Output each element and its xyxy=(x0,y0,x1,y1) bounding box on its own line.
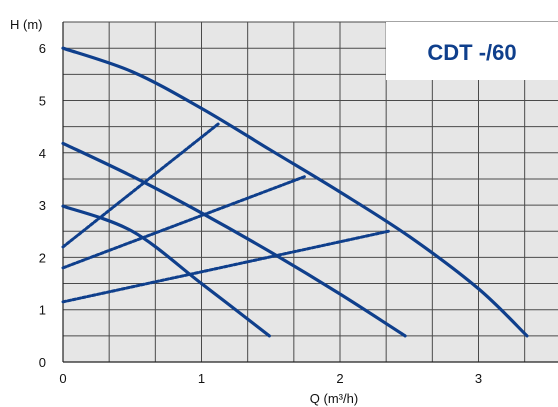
pump-curve-1 xyxy=(61,46,529,338)
title-box: CDT -/60 xyxy=(386,22,558,80)
y-tick-label: 1 xyxy=(39,303,46,318)
pump-curve-2 xyxy=(61,141,407,338)
x-axis-title: Q (m³/h) xyxy=(310,391,358,406)
dashed-operating-line-4 xyxy=(61,122,220,249)
dashed-operating-line-6 xyxy=(61,229,390,304)
tick-labels: 0 1 2 3 0 1 2 3 4 5 6 xyxy=(39,41,482,386)
x-tick-label: 2 xyxy=(336,371,343,386)
x-tick-label: 1 xyxy=(198,371,205,386)
curves xyxy=(61,46,529,338)
chart-title: CDT -/60 xyxy=(427,40,516,65)
x-tick-label: 3 xyxy=(475,371,482,386)
y-tick-label: 0 xyxy=(39,355,46,370)
y-tick-label: 3 xyxy=(39,198,46,213)
dashed-operating-line-5 xyxy=(61,174,307,270)
x-tick-label: 0 xyxy=(59,371,66,386)
y-tick-label: 4 xyxy=(39,146,46,161)
title-box-background xyxy=(386,22,558,80)
y-tick-label: 5 xyxy=(39,94,46,109)
y-axis-title: H (m) xyxy=(10,17,43,32)
y-tick-label: 6 xyxy=(39,41,46,56)
pump-curve-3 xyxy=(61,204,271,338)
y-tick-label: 2 xyxy=(39,250,46,265)
